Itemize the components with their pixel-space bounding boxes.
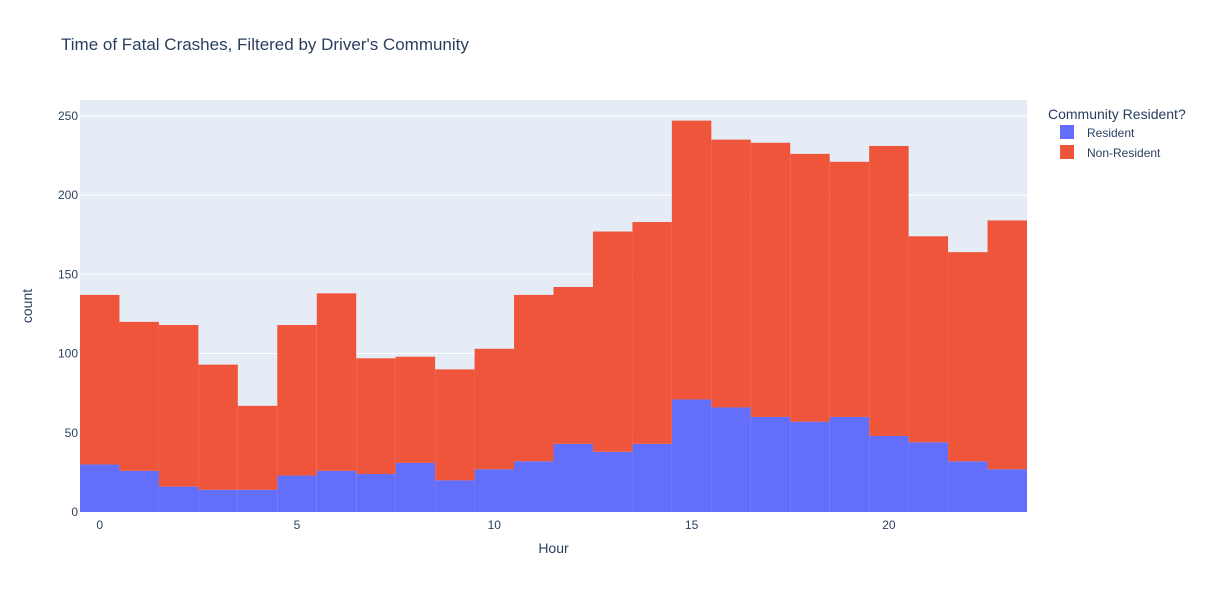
bar-non-resident[interactable] (198, 364, 238, 490)
bar-non-resident[interactable] (435, 369, 475, 481)
x-tick-label: 10 (488, 518, 502, 532)
bar-non-resident[interactable] (277, 325, 317, 476)
legend-item-non-resident[interactable]: Non-Resident (1060, 145, 1161, 160)
bar-resident[interactable] (277, 475, 317, 512)
bar-non-resident[interactable] (316, 293, 357, 471)
bar-resident[interactable] (987, 469, 1027, 512)
bar-resident[interactable] (829, 416, 870, 512)
bar-non-resident[interactable] (356, 358, 396, 474)
y-tick-label: 0 (71, 505, 78, 519)
bar-non-resident[interactable] (553, 286, 593, 444)
bar-resident[interactable] (119, 470, 159, 512)
bar-non-resident[interactable] (632, 222, 672, 444)
bar-non-resident[interactable] (395, 356, 436, 463)
bar-non-resident[interactable] (158, 325, 199, 487)
bar-resident[interactable] (948, 461, 988, 512)
bar-resident[interactable] (632, 443, 672, 512)
bar-resident[interactable] (395, 462, 436, 512)
bar-non-resident[interactable] (592, 231, 633, 452)
bar-resident[interactable] (514, 461, 554, 512)
x-tick-label: 20 (882, 518, 896, 532)
x-axis-ticks: 0 5 10 15 20 (96, 518, 896, 532)
bar-resident[interactable] (869, 435, 909, 512)
bar-resident[interactable] (356, 473, 396, 512)
bar-non-resident[interactable] (514, 294, 554, 462)
bar-non-resident[interactable] (237, 405, 278, 490)
bar-resident[interactable] (435, 480, 475, 512)
bar-resident[interactable] (237, 489, 278, 512)
bar-resident[interactable] (671, 399, 712, 512)
y-tick-label: 100 (58, 347, 78, 361)
chart-title: Time of Fatal Crashes, Filtered by Drive… (61, 35, 469, 54)
legend-label-non-resident: Non-Resident (1087, 146, 1161, 160)
legend-title: Community Resident? (1048, 106, 1186, 122)
bar-non-resident[interactable] (80, 294, 120, 465)
bar-resident[interactable] (158, 486, 199, 512)
bar-non-resident[interactable] (829, 161, 870, 417)
bar-resident[interactable] (198, 489, 238, 512)
legend-item-resident[interactable]: Resident (1060, 125, 1135, 140)
bar-resident[interactable] (80, 464, 120, 512)
bar-resident[interactable] (711, 407, 751, 512)
bar-resident[interactable] (474, 469, 515, 512)
legend-swatch-resident (1060, 125, 1074, 139)
y-axis-ticks: 0 50 100 150 200 250 (58, 109, 78, 519)
bar-non-resident[interactable] (750, 142, 791, 417)
y-axis-title: count (19, 289, 35, 323)
bar-resident[interactable] (908, 442, 949, 512)
bar-non-resident[interactable] (671, 120, 712, 400)
bar-non-resident[interactable] (948, 252, 988, 462)
bar-resident[interactable] (750, 416, 791, 512)
legend-swatch-non-resident (1060, 145, 1074, 159)
y-tick-label: 50 (65, 426, 79, 440)
legend: Community Resident? Resident Non-Residen… (1048, 106, 1186, 160)
bar-non-resident[interactable] (711, 139, 751, 408)
bar-resident[interactable] (316, 470, 357, 512)
bar-non-resident[interactable] (987, 220, 1027, 470)
bar-resident[interactable] (553, 443, 593, 512)
x-tick-label: 15 (685, 518, 699, 532)
x-axis-title: Hour (538, 540, 569, 556)
bar-resident[interactable] (592, 451, 633, 512)
bar-non-resident[interactable] (790, 153, 830, 422)
y-tick-label: 200 (58, 188, 78, 202)
bar-non-resident[interactable] (474, 348, 515, 470)
bar-non-resident[interactable] (908, 236, 949, 443)
legend-label-resident: Resident (1087, 126, 1135, 140)
y-tick-label: 250 (58, 109, 78, 123)
y-tick-label: 150 (58, 267, 78, 281)
bar-non-resident[interactable] (869, 145, 909, 436)
bar-non-resident[interactable] (119, 321, 159, 471)
bars (80, 120, 1027, 512)
bar-resident[interactable] (790, 421, 830, 512)
x-tick-label: 5 (294, 518, 301, 532)
x-tick-label: 0 (96, 518, 103, 532)
